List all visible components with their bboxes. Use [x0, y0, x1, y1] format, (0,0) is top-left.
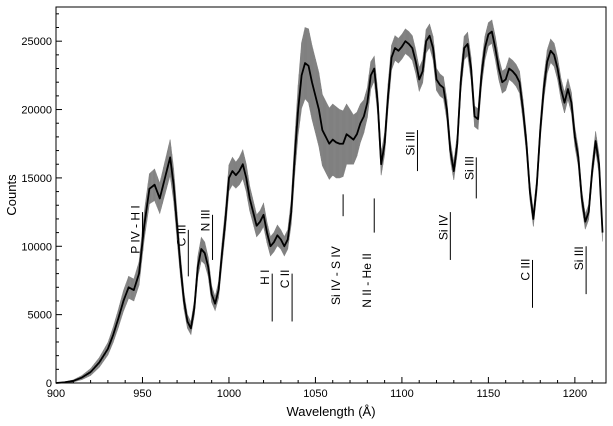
- plot-area-border: [55, 6, 607, 384]
- plot-frame: [55, 6, 607, 384]
- x-tick-label: 1050: [303, 388, 327, 400]
- annotation-label: H I: [258, 270, 272, 285]
- annotation-layer: P IV - H I C III N III H I C II Si IV - S IV N…: [128, 130, 587, 322]
- annotation-label: Si IV - S IV: [329, 246, 343, 305]
- annotation-label: Si III: [403, 131, 417, 155]
- y-tick-label: 15000: [21, 173, 52, 185]
- x-axis-title: Wavelength (Å): [286, 404, 375, 419]
- series-layer: [55, 30, 604, 384]
- x-tick-label: 1100: [390, 388, 414, 400]
- y-axis-title: Counts: [4, 174, 19, 216]
- annotation-label: C III: [174, 224, 188, 246]
- x-tick-label: 1150: [477, 388, 501, 400]
- annotation-label: Si III: [462, 156, 476, 180]
- axes-layer: 900 950 1000 1050 1100 1150 1200 0 5000 10000 1500…: [21, 13, 593, 400]
- y-tick-label: 10000: [21, 241, 52, 253]
- annotation-label: C II: [278, 270, 292, 289]
- annotation-label: N II - He II: [360, 253, 374, 308]
- x-tick-label: 950: [133, 388, 151, 400]
- y-tick-label: 20000: [21, 105, 52, 117]
- y-tick-label: 0: [46, 378, 52, 390]
- annotation-label: Si III: [572, 246, 586, 270]
- annotation-label: N III: [199, 209, 213, 231]
- annotation-label: P IV - H I: [128, 205, 142, 253]
- x-tick-label: 1200: [563, 388, 587, 400]
- x-tick-label: 1000: [217, 388, 241, 400]
- y-tick-label: 25000: [21, 36, 52, 48]
- annotation-label: C III: [518, 259, 532, 281]
- spectrum-line: [55, 30, 604, 384]
- x-tick-label: 900: [47, 388, 65, 400]
- y-tick-label: 5000: [28, 310, 52, 322]
- annotation-label: Si IV: [436, 215, 450, 240]
